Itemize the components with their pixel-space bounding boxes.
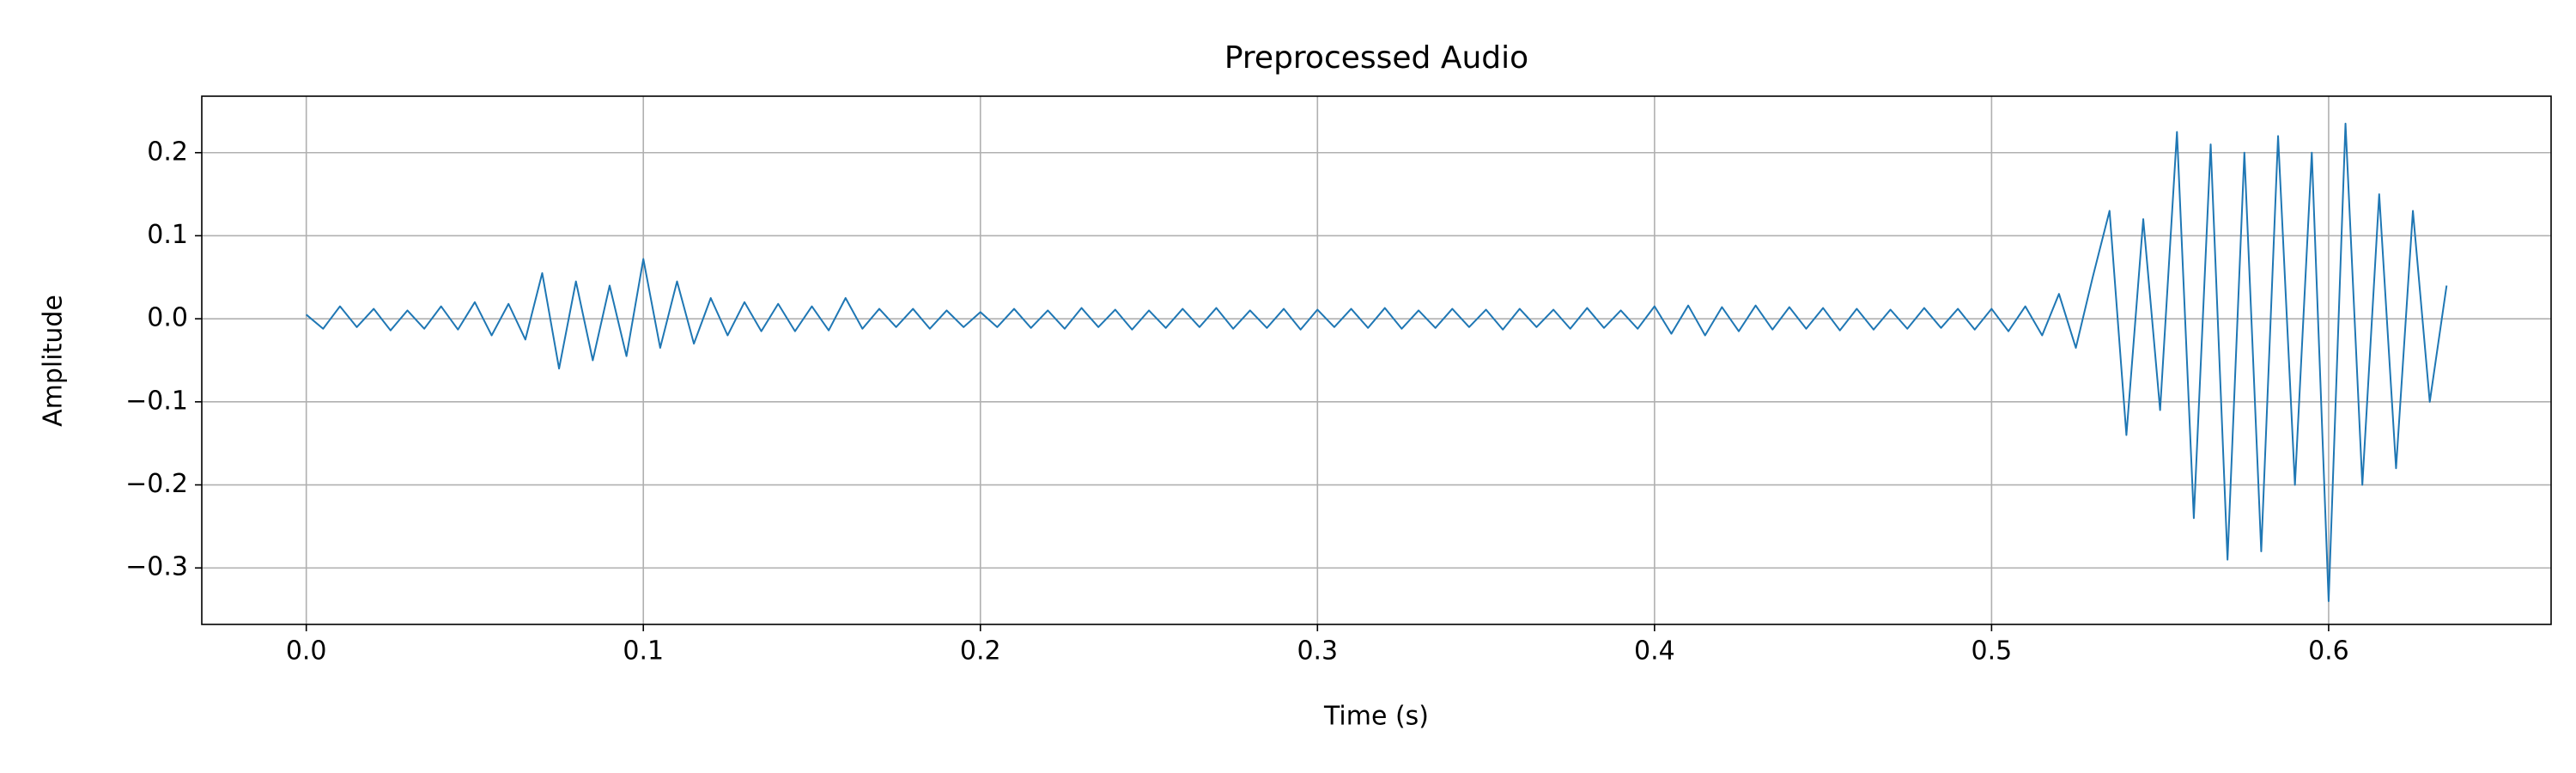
- x-axis-label: Time (s): [1323, 702, 1429, 732]
- y-tick-label: 0.1: [147, 220, 188, 250]
- x-tick-label: 0.6: [2308, 636, 2349, 666]
- x-tick-label: 0.0: [286, 636, 327, 666]
- chart-title: Preprocessed Audio: [1224, 40, 1528, 76]
- y-axis-label: Amplitude: [39, 295, 69, 427]
- y-tick-label: 0.2: [147, 137, 188, 167]
- y-tick-label: 0.0: [147, 303, 188, 333]
- x-tick-label: 0.5: [1971, 636, 2013, 666]
- x-tick-label: 0.2: [960, 636, 1001, 666]
- y-tick-label: −0.1: [125, 386, 188, 416]
- y-tick-label: −0.3: [125, 552, 188, 582]
- x-tick-label: 0.1: [623, 636, 664, 666]
- waveform-line: [306, 122, 2448, 602]
- x-tick-label: 0.3: [1297, 636, 1338, 666]
- y-tick-label: −0.2: [125, 469, 188, 499]
- plot-frame: [201, 95, 2552, 625]
- x-tick-label: 0.4: [1634, 636, 1675, 666]
